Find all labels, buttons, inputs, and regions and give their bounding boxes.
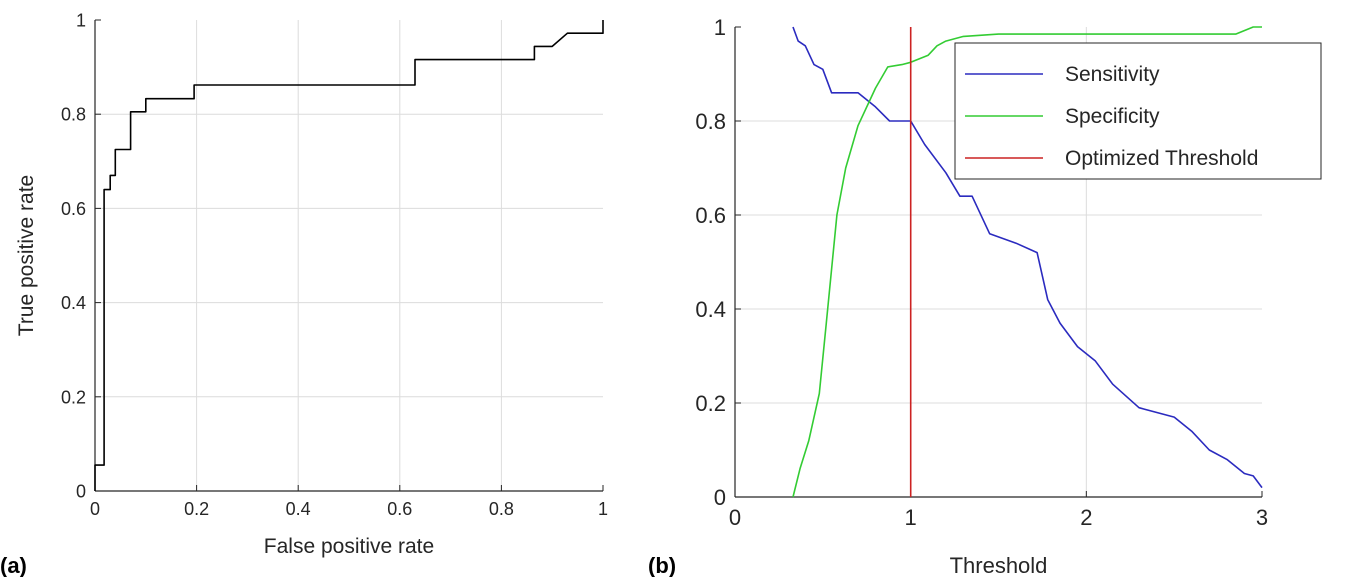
y-tick-label: 1	[714, 15, 726, 40]
y-tick-label: 0.2	[695, 391, 726, 416]
legend: Sensitivity Specificity Optimized Threshol…	[954, 42, 1322, 180]
y-tick-label: 0.4	[61, 293, 86, 313]
series-line-0	[94, 20, 604, 491]
legend-box	[954, 42, 1322, 180]
y-tick-label: 0.6	[61, 199, 86, 219]
y-tick-label: 0.8	[695, 109, 726, 134]
x-tick-label: 0.2	[184, 499, 209, 519]
x-tick-label: 0.4	[286, 499, 311, 519]
series-line-sensitivity	[792, 26, 1263, 489]
y-tick-label: 1	[76, 10, 86, 30]
series-line-specificity	[792, 26, 1262, 498]
x-tick-label: 3	[1256, 505, 1268, 530]
legend-label: Specificity	[1065, 105, 1160, 128]
x-tick-label: 2	[1080, 505, 1092, 530]
y-tick-label: 0	[76, 481, 86, 501]
panel-label-a: (a)	[0, 553, 27, 577]
x-tick-label: 0	[729, 505, 741, 530]
y-axis-label: True positive rate	[15, 175, 38, 336]
x-axis-label: Threshold	[950, 553, 1048, 577]
panel-label-b: (b)	[648, 553, 676, 577]
legend-label: Sensitivity	[1065, 63, 1160, 86]
x-tick-label: 0	[90, 499, 100, 519]
x-tick-label: 0.8	[489, 499, 514, 519]
x-tick-label: 0.6	[387, 499, 412, 519]
y-tick-label: 0.4	[695, 297, 726, 322]
y-tick-label: 0.6	[695, 203, 726, 228]
y-tick-label: 0	[714, 485, 726, 510]
x-tick-label: 1	[905, 505, 917, 530]
y-tick-label: 0.8	[61, 105, 86, 125]
x-axis-label: False positive rate	[264, 535, 434, 558]
threshold-chart: 0 1 2 3 0 0.2 0.4 0.6 0.8 1 Threshold Sensitivity Sp…	[695, 15, 1322, 577]
legend-label: Optimized Threshold	[1065, 147, 1258, 170]
x-tick-label: 1	[598, 499, 608, 519]
y-tick-label: 0.2	[61, 387, 86, 407]
roc-chart: 0 0.2 0.4 0.6 0.8 1 0 0.2 0.4 0.6 0.8 1 False positi…	[15, 10, 608, 558]
